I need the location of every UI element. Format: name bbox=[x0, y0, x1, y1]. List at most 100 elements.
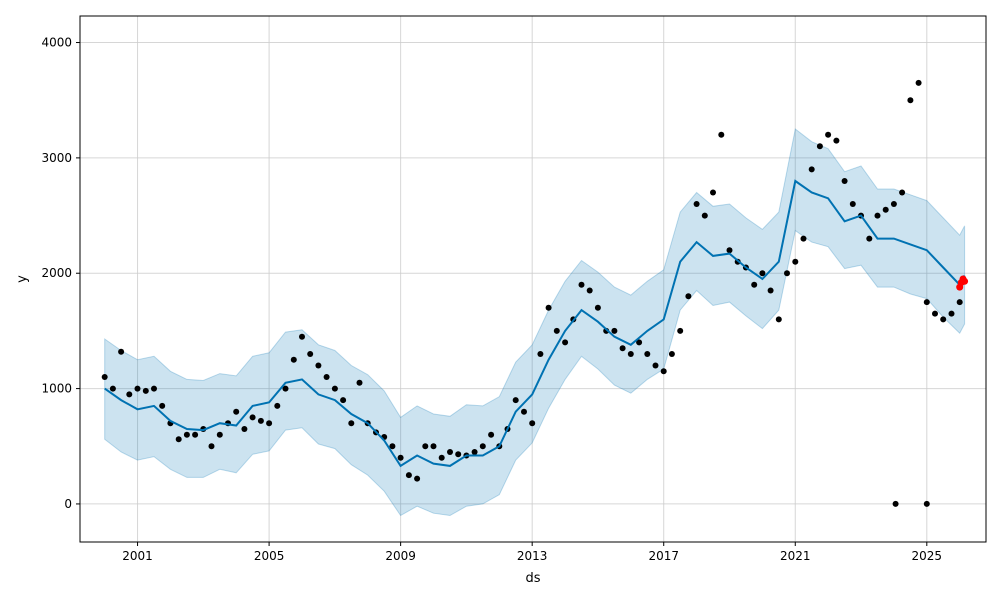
observed-point bbox=[816, 143, 823, 150]
observed-point bbox=[701, 212, 708, 219]
y-tick-label: 2000 bbox=[41, 266, 72, 280]
observed-point bbox=[619, 345, 626, 352]
x-tick-label: 2013 bbox=[517, 549, 548, 563]
observed-point bbox=[808, 166, 815, 173]
observed-point bbox=[874, 212, 881, 219]
observed-point bbox=[849, 201, 856, 207]
observed-point bbox=[315, 362, 322, 369]
uncertainty-band bbox=[104, 128, 966, 517]
x-tick-label: 2001 bbox=[122, 549, 153, 563]
x-axis: 2001 2005 2009 2013 2017 2021 2025 bbox=[122, 542, 942, 563]
observed-point bbox=[192, 431, 199, 438]
observed-point bbox=[767, 287, 774, 294]
observed-point bbox=[323, 374, 330, 380]
observed-point bbox=[512, 397, 519, 404]
observed-point bbox=[693, 201, 700, 207]
grid bbox=[80, 16, 986, 542]
observed-point bbox=[899, 189, 906, 196]
observed-point bbox=[529, 420, 536, 427]
observed-point bbox=[471, 449, 478, 455]
observed-point bbox=[784, 270, 790, 277]
observed-point bbox=[578, 281, 585, 288]
observed-point bbox=[685, 293, 692, 300]
observed-point bbox=[430, 443, 437, 450]
y-tick-label: 1000 bbox=[41, 382, 72, 396]
observed-point bbox=[216, 431, 223, 438]
x-tick-label: 2021 bbox=[780, 549, 811, 563]
observed-point bbox=[792, 258, 799, 265]
observed-point bbox=[126, 391, 133, 398]
observed-point bbox=[940, 316, 947, 323]
observed-point bbox=[183, 431, 190, 438]
observed-point bbox=[274, 402, 281, 409]
x-tick-label: 2025 bbox=[912, 549, 943, 563]
observed-point bbox=[718, 131, 725, 138]
observed-point bbox=[726, 247, 733, 254]
observed-point bbox=[142, 387, 149, 394]
observed-point bbox=[208, 443, 215, 450]
x-tick-label: 2009 bbox=[385, 549, 416, 563]
observed-point bbox=[101, 374, 108, 380]
observed-point bbox=[438, 454, 445, 461]
observed-point bbox=[710, 189, 716, 196]
observed-point bbox=[307, 351, 314, 357]
observed-point bbox=[644, 351, 651, 357]
observed-point bbox=[241, 426, 248, 432]
observed-point bbox=[652, 362, 659, 369]
forecast-line-layer bbox=[104, 179, 966, 468]
observed-point bbox=[668, 351, 675, 357]
uncertainty-band-layer bbox=[104, 128, 966, 517]
observed-point bbox=[660, 368, 667, 375]
observed-point bbox=[257, 417, 264, 424]
observed-point bbox=[932, 310, 938, 317]
observed-point bbox=[759, 270, 766, 277]
observed-point bbox=[866, 235, 873, 242]
observed-point bbox=[151, 385, 157, 392]
observed-point bbox=[175, 436, 182, 443]
observed-point bbox=[233, 408, 240, 415]
y-axis: 0 1000 2000 3000 4000 bbox=[41, 36, 80, 511]
observed-point bbox=[882, 206, 889, 213]
observed-point bbox=[299, 333, 305, 340]
observed-point bbox=[890, 201, 897, 207]
observed-point bbox=[907, 97, 914, 104]
observed-point bbox=[455, 451, 462, 458]
observed-point bbox=[586, 287, 593, 294]
observed-point bbox=[521, 408, 527, 415]
outlier-point bbox=[923, 500, 930, 507]
observed-point bbox=[266, 420, 273, 427]
x-tick-label: 2017 bbox=[648, 549, 679, 563]
observed-point bbox=[389, 443, 396, 450]
observed-point bbox=[751, 281, 758, 288]
plot-frame bbox=[79, 15, 987, 543]
x-tick-label: 2005 bbox=[254, 549, 285, 563]
observed-point bbox=[948, 310, 955, 317]
observed-point bbox=[915, 79, 922, 86]
observed-point bbox=[594, 304, 601, 311]
observed-point bbox=[447, 449, 453, 455]
recent-points-layer bbox=[956, 275, 969, 291]
observed-point bbox=[562, 339, 569, 346]
observed-point bbox=[545, 304, 552, 311]
observed-point bbox=[800, 235, 807, 242]
observed-point bbox=[159, 402, 166, 409]
observed-point bbox=[677, 327, 684, 334]
observed-point bbox=[414, 475, 421, 482]
observed-point bbox=[636, 339, 643, 346]
observed-point bbox=[923, 299, 930, 306]
observed-point bbox=[841, 178, 848, 184]
observed-point bbox=[340, 397, 347, 404]
y-tick-label: 3000 bbox=[41, 151, 72, 165]
observed-point bbox=[134, 385, 141, 392]
observed-point bbox=[833, 137, 840, 144]
observed-point bbox=[775, 316, 782, 323]
observed-point bbox=[956, 299, 963, 306]
y-axis-title: y bbox=[15, 275, 30, 283]
observed-point bbox=[553, 327, 560, 334]
x-axis-title: ds bbox=[525, 571, 540, 586]
y-tick-label: 4000 bbox=[41, 36, 72, 50]
observed-point bbox=[356, 379, 363, 386]
observed-point bbox=[118, 348, 125, 355]
